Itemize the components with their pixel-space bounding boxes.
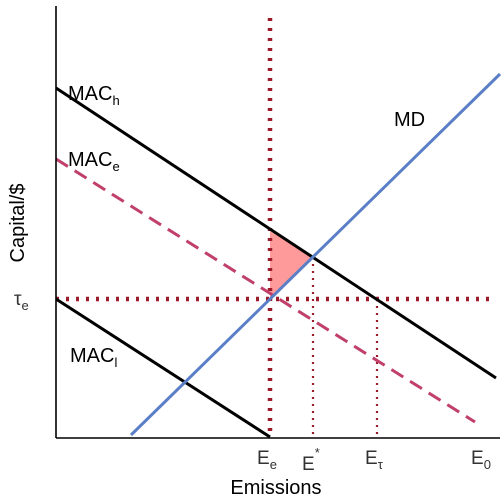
md-curve <box>129 72 502 437</box>
y-axis-label: Capital/$ <box>7 184 29 263</box>
md-label: MD <box>394 109 425 131</box>
mac-h-label: MACh <box>68 83 120 108</box>
mac-l-label: MACl <box>70 345 117 370</box>
x-tick-e-e: Ee <box>257 448 277 472</box>
mac-l-curve <box>55 297 271 439</box>
mac-h-curve <box>55 86 497 380</box>
mac-e-label: MACe <box>68 149 120 174</box>
x-tick-e-star: E* <box>302 445 320 475</box>
x-axis-label: Emissions <box>230 477 321 499</box>
shaded-welfare-triangle <box>270 231 313 299</box>
x-tick-e-0: E0 <box>471 448 491 472</box>
x-tick-e-tau: Eτ <box>365 448 384 472</box>
y-tick-tau-e: τe <box>14 289 29 313</box>
mac-e-curve <box>55 157 476 424</box>
